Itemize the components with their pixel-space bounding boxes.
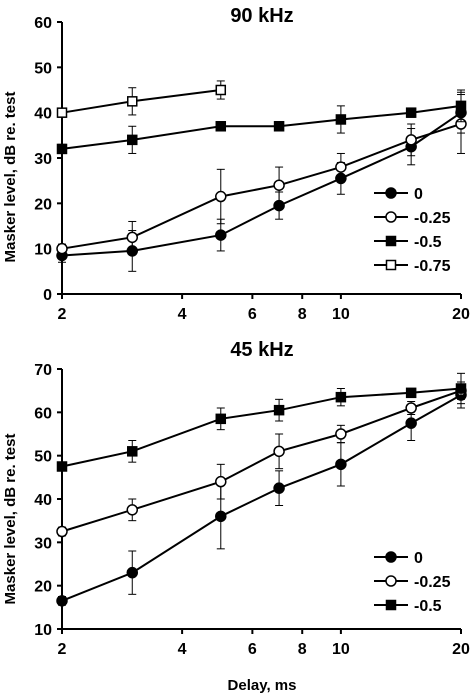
series--0.5 — [56, 89, 467, 155]
data-point — [273, 121, 285, 132]
legend-label: -0.75 — [414, 258, 451, 275]
y-tick-label: 0 — [43, 287, 52, 304]
data-point — [215, 510, 227, 523]
data-point — [215, 413, 227, 425]
series-line — [61, 387, 462, 468]
legend-label: 0 — [414, 186, 423, 203]
y-tick-label: 10 — [34, 622, 52, 639]
legend: 0 -0.25 -0.5 -0.75 — [374, 186, 451, 275]
x-tick-label: 8 — [298, 306, 307, 323]
legend-label: -0.5 — [414, 234, 442, 251]
legend-label: -0.5 — [414, 598, 442, 615]
legend-label: -0.25 — [414, 574, 451, 591]
data-point — [335, 161, 347, 173]
series-line — [61, 123, 462, 250]
x-tick-label: 4 — [178, 306, 187, 323]
data-point — [273, 445, 285, 458]
data-point — [405, 107, 417, 118]
x-tick-label: 20 — [452, 641, 470, 658]
data-point — [273, 482, 285, 494]
data-point — [335, 391, 347, 403]
legend-marker — [385, 599, 397, 611]
series--0.25 — [56, 381, 467, 538]
data-point — [127, 96, 138, 107]
data-point — [56, 595, 68, 607]
legend: 0 -0.25 -0.5 — [374, 550, 451, 615]
x-tick-label: 2 — [58, 306, 67, 323]
data-point — [215, 190, 227, 203]
data-point — [215, 229, 227, 241]
data-point — [126, 566, 139, 579]
data-point — [215, 121, 227, 132]
series-line — [61, 104, 462, 150]
y-tick-label: 70 — [34, 362, 52, 379]
legend-marker — [385, 187, 397, 199]
legend-marker — [385, 551, 397, 563]
series-0 — [56, 91, 467, 272]
data-point — [127, 134, 138, 146]
x-tick-label: 8 — [298, 641, 307, 658]
data-point — [335, 114, 347, 125]
x-tick-label: 4 — [178, 641, 187, 658]
data-point — [405, 134, 417, 146]
y-tick-label: 30 — [34, 151, 52, 168]
series-line — [61, 111, 462, 257]
data-point — [405, 387, 417, 399]
legend-marker — [385, 211, 397, 223]
chart-panel-90khz: 90 kHz Masker level, dB re. test 0102030… — [2, 5, 470, 323]
legend-marker — [385, 575, 397, 587]
y-tick-label: 10 — [34, 242, 52, 259]
x-tick-label: 2 — [58, 641, 67, 658]
data-point — [273, 404, 285, 416]
series--0.5 — [56, 372, 467, 472]
data-point — [126, 231, 139, 244]
legend-marker — [385, 235, 397, 247]
legend-label: -0.25 — [414, 210, 451, 227]
y-tick-label: 30 — [34, 535, 52, 552]
series-line — [61, 394, 462, 602]
x-tick-label: 6 — [248, 641, 257, 658]
data-point — [126, 504, 139, 516]
series--0.75 — [56, 80, 227, 118]
data-point — [405, 402, 417, 414]
x-tick-label: 6 — [248, 306, 257, 323]
x-tick-label: 10 — [332, 306, 350, 323]
data-point — [215, 475, 227, 488]
data-point — [335, 428, 347, 440]
chart-title: 90 kHz — [230, 5, 293, 27]
y-tick-label: 60 — [34, 15, 52, 32]
series--0.25 — [56, 94, 467, 255]
y-tick-label: 20 — [34, 579, 52, 596]
data-point — [273, 179, 285, 191]
y-axis-label: Masker level, dB re. test — [2, 92, 19, 263]
data-point — [215, 84, 227, 96]
data-point — [127, 446, 138, 457]
data-point — [405, 417, 417, 429]
legend-label: 0 — [414, 550, 423, 567]
data-point — [455, 100, 467, 112]
x-tick-label: 20 — [452, 306, 470, 323]
y-tick-label: 60 — [34, 405, 52, 422]
chart-title: 45 kHz — [230, 339, 293, 361]
data-point — [56, 525, 68, 538]
y-axis-label: Masker level, dB re. test — [2, 434, 19, 605]
y-tick-label: 50 — [34, 449, 52, 466]
data-point — [335, 458, 347, 471]
data-point — [455, 383, 467, 394]
data-point — [56, 107, 68, 118]
chart-panel-45khz: 45 kHz Masker level, dB re. test Delay, … — [2, 339, 470, 694]
data-point — [56, 143, 68, 155]
data-point — [56, 242, 68, 255]
series-0 — [56, 381, 467, 607]
x-axis-label: Delay, ms — [228, 677, 297, 694]
y-tick-label: 40 — [34, 492, 52, 509]
x-tick-label: 10 — [332, 641, 350, 658]
series-line — [61, 89, 221, 114]
legend-marker — [385, 259, 397, 271]
y-tick-label: 40 — [34, 106, 52, 123]
data-point — [56, 461, 68, 472]
y-tick-label: 20 — [34, 196, 52, 213]
y-tick-label: 50 — [34, 60, 52, 77]
